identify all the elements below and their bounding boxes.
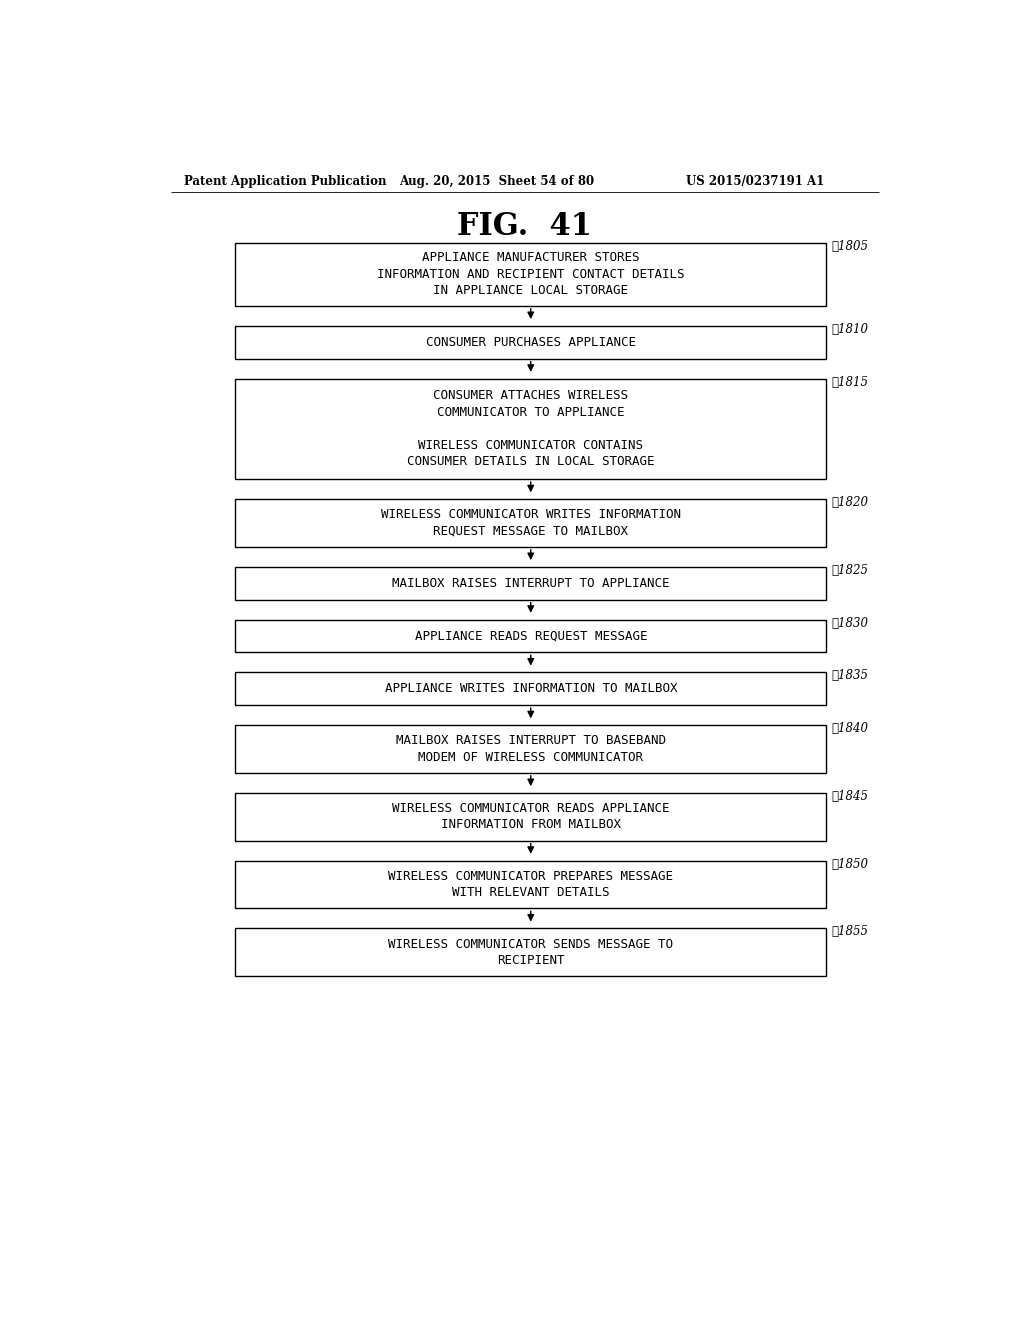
Text: Aug. 20, 2015  Sheet 54 of 80: Aug. 20, 2015 Sheet 54 of 80	[399, 176, 594, 189]
Bar	[236, 793, 826, 841]
Text: WIRELESS COMMUNICATOR PREPARES MESSAGE
WITH RELEVANT DETAILS: WIRELESS COMMUNICATOR PREPARES MESSAGE W…	[388, 870, 673, 899]
Text: WIRELESS COMMUNICATOR WRITES INFORMATION
REQUEST MESSAGE TO MAILBOX: WIRELESS COMMUNICATOR WRITES INFORMATION…	[381, 508, 681, 537]
Text: Patent Application Publication: Patent Application Publication	[183, 176, 386, 189]
Bar	[236, 672, 826, 705]
Text: CONSUMER PURCHASES APPLIANCE: CONSUMER PURCHASES APPLIANCE	[426, 335, 636, 348]
Text: ⌟1845: ⌟1845	[831, 789, 868, 803]
Bar	[236, 566, 826, 599]
Text: ⌟1835: ⌟1835	[831, 669, 868, 682]
Text: MAILBOX RAISES INTERRUPT TO APPLIANCE: MAILBOX RAISES INTERRUPT TO APPLIANCE	[392, 577, 670, 590]
Text: APPLIANCE MANUFACTURER STORES
INFORMATION AND RECIPIENT CONTACT DETAILS
IN APPLI: APPLIANCE MANUFACTURER STORES INFORMATIO…	[377, 252, 684, 297]
Text: ⌟1810: ⌟1810	[831, 323, 868, 335]
Text: US 2015/0237191 A1: US 2015/0237191 A1	[686, 176, 824, 189]
Text: ⌟1855: ⌟1855	[831, 925, 868, 939]
Bar	[236, 499, 826, 546]
Text: ⌟1825: ⌟1825	[831, 564, 868, 577]
Bar	[236, 326, 826, 359]
Text: ⌟1820: ⌟1820	[831, 496, 868, 510]
Bar	[236, 725, 826, 774]
Bar	[236, 619, 826, 652]
Text: WIRELESS COMMUNICATOR SENDS MESSAGE TO
RECIPIENT: WIRELESS COMMUNICATOR SENDS MESSAGE TO R…	[388, 937, 673, 968]
Text: APPLIANCE READS REQUEST MESSAGE: APPLIANCE READS REQUEST MESSAGE	[415, 630, 647, 643]
Bar	[236, 379, 826, 479]
Text: WIRELESS COMMUNICATOR READS APPLIANCE
INFORMATION FROM MAILBOX: WIRELESS COMMUNICATOR READS APPLIANCE IN…	[392, 803, 670, 832]
Text: ⌟1830: ⌟1830	[831, 616, 868, 630]
Text: CONSUMER ATTACHES WIRELESS
COMMUNICATOR TO APPLIANCE
 
WIRELESS COMMUNICATOR CON: CONSUMER ATTACHES WIRELESS COMMUNICATOR …	[407, 389, 654, 469]
Bar	[236, 243, 826, 306]
Text: MAILBOX RAISES INTERRUPT TO BASEBAND
MODEM OF WIRELESS COMMUNICATOR: MAILBOX RAISES INTERRUPT TO BASEBAND MOD…	[395, 734, 666, 764]
Text: ⌟1850: ⌟1850	[831, 858, 868, 871]
Text: ⌟1805: ⌟1805	[831, 240, 868, 253]
Text: ⌟1840: ⌟1840	[831, 722, 868, 735]
Text: FIG.  41: FIG. 41	[458, 211, 592, 242]
Bar	[236, 861, 826, 908]
Text: APPLIANCE WRITES INFORMATION TO MAILBOX: APPLIANCE WRITES INFORMATION TO MAILBOX	[384, 682, 677, 696]
Bar	[236, 928, 826, 977]
Text: ⌟1815: ⌟1815	[831, 376, 868, 388]
